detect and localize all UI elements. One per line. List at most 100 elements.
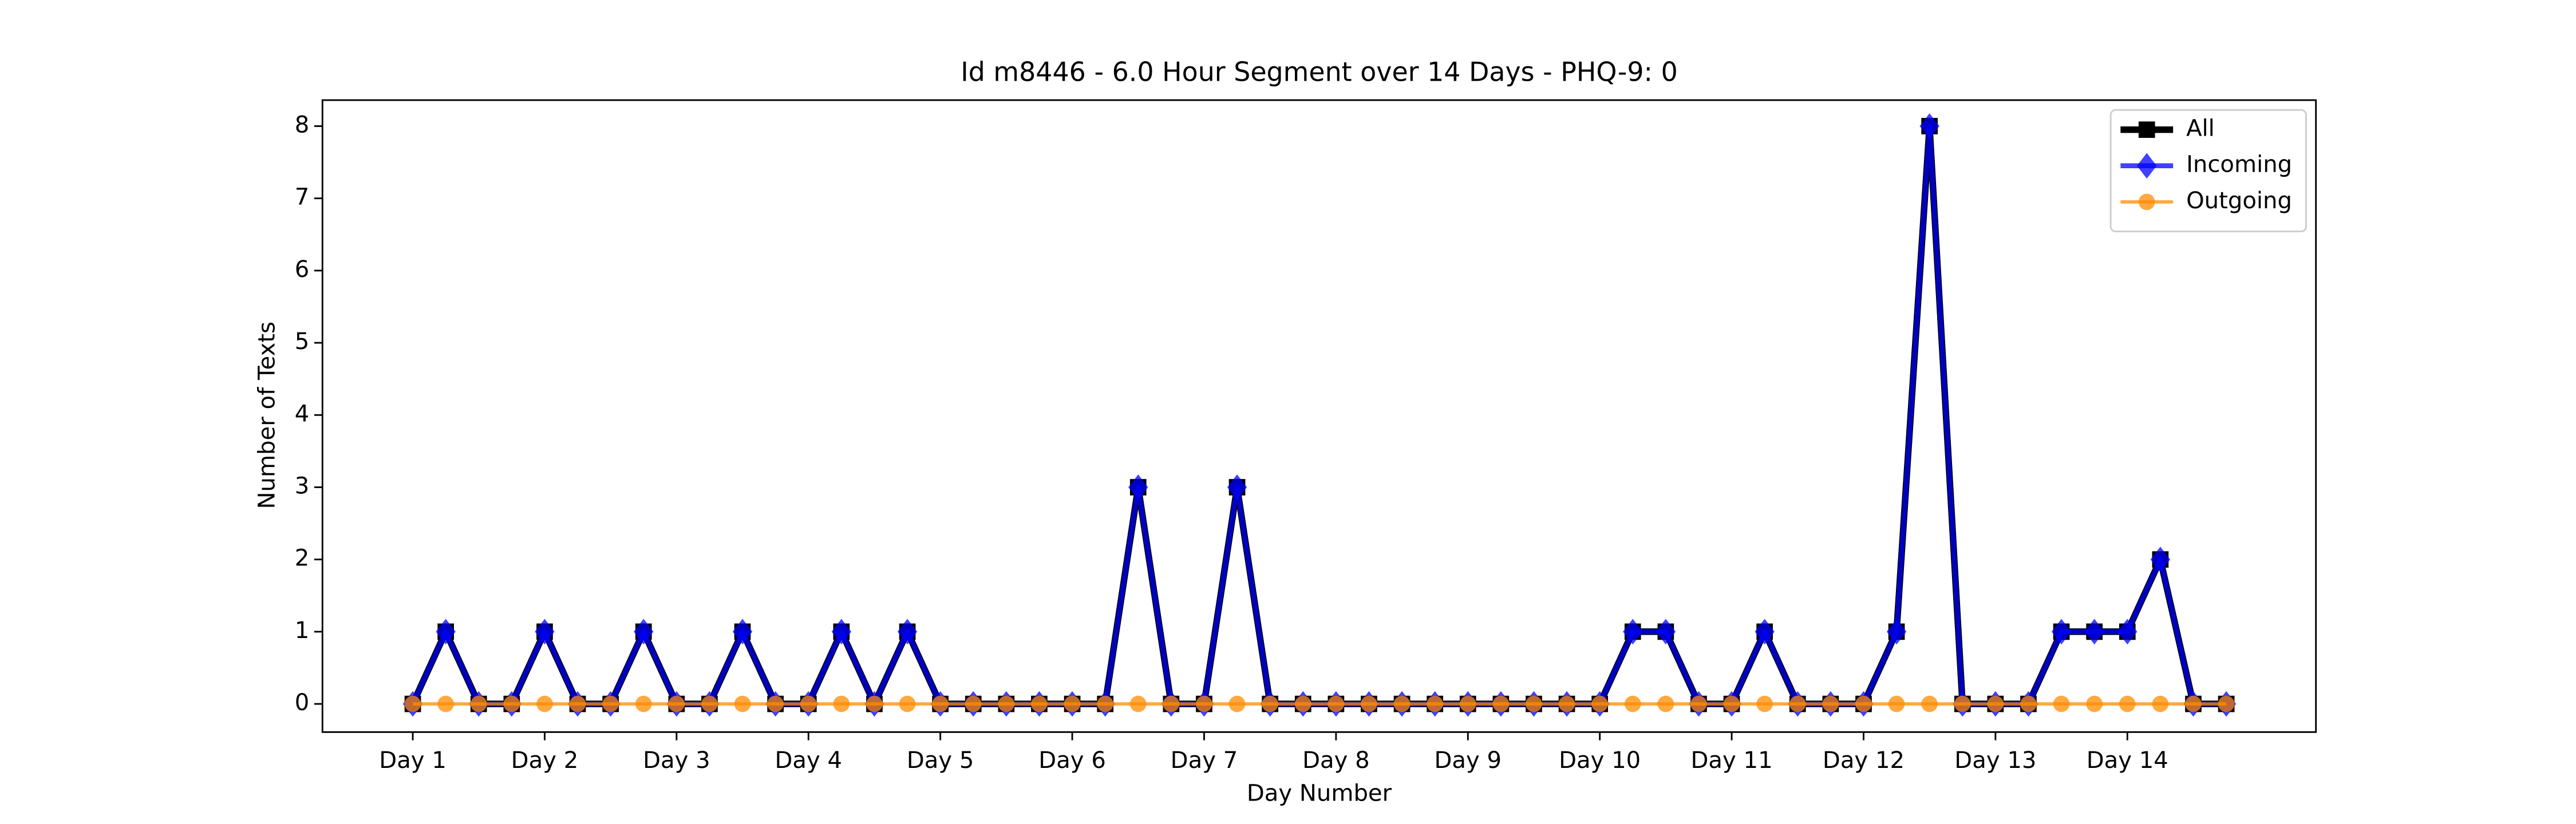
marker xyxy=(2185,695,2202,712)
series-line xyxy=(409,122,2227,707)
marker xyxy=(1227,474,1247,500)
x-tick-label: Day 5 xyxy=(907,747,974,774)
marker xyxy=(1656,619,1676,645)
marker xyxy=(503,695,520,712)
marker xyxy=(1031,695,1048,712)
x-axis-label: Day Number xyxy=(1247,780,1392,806)
marker xyxy=(2053,695,2070,712)
marker xyxy=(635,695,652,712)
marker xyxy=(965,695,982,712)
marker xyxy=(634,619,654,645)
x-tick-label: Day 6 xyxy=(1038,747,1106,774)
marker xyxy=(1591,695,1609,712)
y-tick-label: 1 xyxy=(295,617,310,644)
marker xyxy=(1921,695,1938,712)
x-tick-label: Day 14 xyxy=(2087,747,2168,774)
marker xyxy=(536,695,553,712)
marker xyxy=(602,695,619,712)
marker xyxy=(1492,695,1510,712)
x-tick-label: Day 12 xyxy=(1823,747,1905,774)
marker xyxy=(1886,619,1907,645)
marker xyxy=(1129,695,1147,712)
marker xyxy=(1690,695,1707,712)
marker xyxy=(897,619,918,645)
y-tick-label: 4 xyxy=(295,401,310,427)
x-tick-label: Day 2 xyxy=(511,747,579,774)
marker xyxy=(2119,695,2136,712)
x-tick-label: Day 7 xyxy=(1171,747,1238,774)
marker xyxy=(831,619,852,645)
x-tick-label: Day 3 xyxy=(643,747,710,774)
marker xyxy=(1657,695,1674,712)
marker xyxy=(1987,695,2004,712)
marker xyxy=(436,619,456,645)
x-tick-label: Day 11 xyxy=(1691,747,1773,774)
marker xyxy=(1327,695,1345,712)
y-tick-label: 2 xyxy=(295,545,310,572)
marker xyxy=(767,695,784,712)
y-tick-label: 0 xyxy=(295,690,310,716)
marker xyxy=(2218,695,2235,712)
x-tick-label: Day 8 xyxy=(1302,747,1370,774)
x-tick-label: Day 1 xyxy=(379,747,447,774)
marker xyxy=(1262,695,1279,712)
marker xyxy=(899,695,916,712)
marker xyxy=(734,695,751,712)
marker xyxy=(998,695,1015,712)
marker xyxy=(1097,695,1114,712)
marker xyxy=(2086,695,2103,712)
chart-title: Id m8446 - 6.0 Hour Segment over 14 Days… xyxy=(961,57,1678,88)
marker xyxy=(1919,113,1939,139)
marker xyxy=(932,695,949,712)
marker xyxy=(800,695,817,712)
x-tick-label: Day 13 xyxy=(1954,747,2036,774)
marker xyxy=(833,695,850,712)
marker xyxy=(1196,695,1212,712)
marker xyxy=(2137,153,2157,179)
marker xyxy=(2117,619,2138,645)
marker xyxy=(1393,695,1411,712)
marker xyxy=(1954,695,1971,712)
marker xyxy=(1755,619,1775,645)
series-line xyxy=(410,124,2227,707)
marker xyxy=(2138,193,2155,211)
y-tick-label: 5 xyxy=(295,328,310,355)
x-tick-label: Day 4 xyxy=(775,747,842,774)
marker xyxy=(2138,121,2155,138)
marker xyxy=(1855,695,1872,712)
marker xyxy=(2084,619,2104,645)
legend-label: All xyxy=(2186,116,2215,142)
marker xyxy=(1888,695,1905,712)
marker xyxy=(1228,695,1246,712)
marker xyxy=(2020,695,2037,712)
marker xyxy=(1756,695,1773,712)
marker xyxy=(1623,619,1643,645)
x-tick-label: Day 10 xyxy=(1559,747,1641,774)
x-tick-label: Day 9 xyxy=(1434,747,1502,774)
marker xyxy=(569,695,586,712)
marker xyxy=(2051,619,2072,645)
marker xyxy=(535,619,555,645)
plot-frame xyxy=(321,99,2317,733)
legend-label: Outgoing xyxy=(2186,188,2292,214)
marker xyxy=(1128,474,1148,500)
marker xyxy=(1163,695,1180,712)
marker xyxy=(1526,695,1542,712)
y-tick-label: 7 xyxy=(295,184,310,211)
marker xyxy=(1064,695,1081,712)
y-tick-label: 8 xyxy=(295,112,310,138)
marker xyxy=(732,619,753,645)
marker xyxy=(1361,695,1377,712)
marker xyxy=(1294,695,1311,712)
marker xyxy=(1558,695,1575,712)
marker xyxy=(1459,695,1476,712)
marker xyxy=(404,695,421,712)
y-tick-label: 3 xyxy=(295,473,310,499)
marker xyxy=(2152,695,2169,712)
marker xyxy=(437,695,455,712)
marker xyxy=(1427,695,1444,712)
y-axis-label: Number of Texts xyxy=(254,322,280,509)
marker xyxy=(470,695,487,712)
